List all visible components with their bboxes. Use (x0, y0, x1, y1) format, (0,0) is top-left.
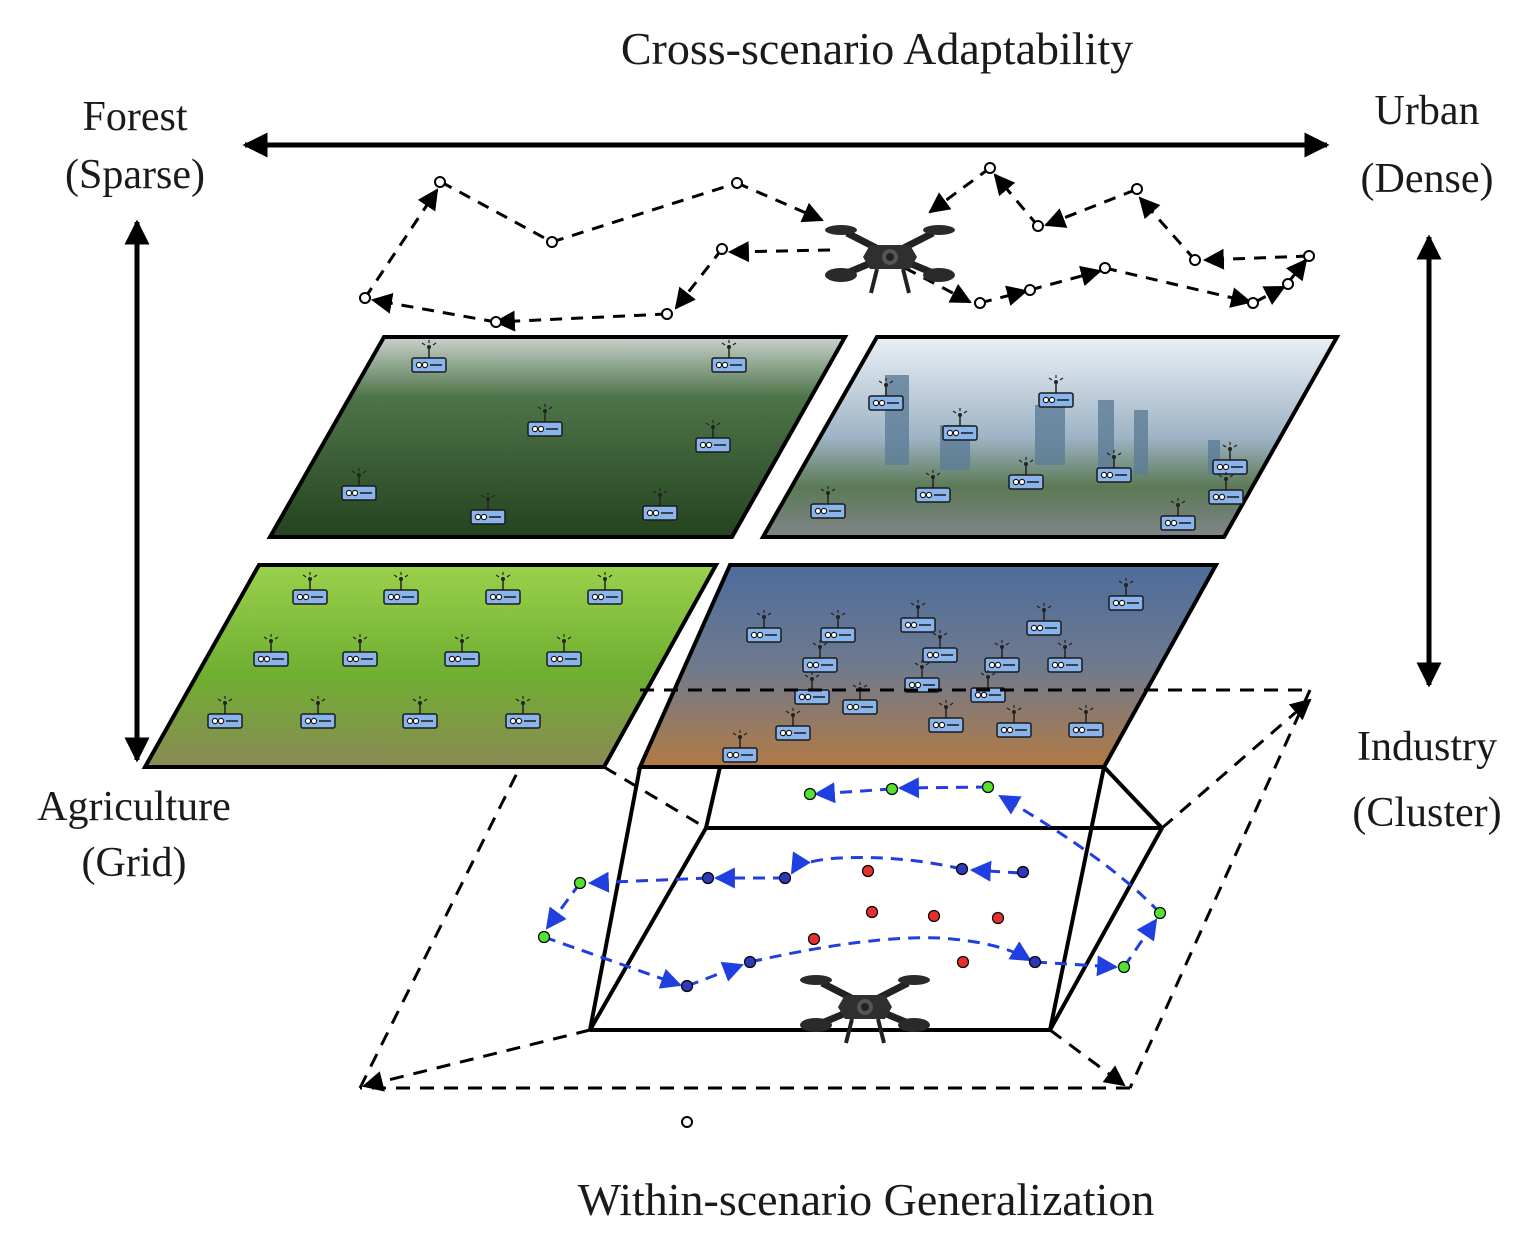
scenario-volume-box (588, 765, 1164, 1032)
bottom-title: Within-scenario Generalization (578, 1174, 1155, 1225)
generalization-plane (358, 688, 1312, 1092)
target-nodes (807, 864, 1005, 969)
drone-icon (825, 225, 955, 293)
urban-label: Urban (1375, 88, 1480, 134)
drone-icon (800, 975, 930, 1043)
agriculture-label: Agriculture (37, 784, 231, 830)
industry-label: Industry (1357, 724, 1497, 770)
visited-nodes (537, 780, 1167, 974)
urban-buildings (885, 375, 1220, 475)
top-title: Cross-scenario Adaptability (621, 23, 1133, 74)
agriculture-pattern-label: (Grid) (82, 840, 187, 886)
pending-nodes (680, 862, 1042, 993)
waypoint-node-bottom (681, 1116, 693, 1128)
industry-pattern-label: (Cluster) (1352, 790, 1501, 836)
cross-scenario-trajectory (363, 166, 1309, 332)
forest-pattern-label: (Sparse) (65, 152, 205, 198)
forest-label: Forest (83, 94, 188, 140)
within-scenario-trajectory (543, 777, 1162, 989)
agriculture-scene-panel (141, 563, 720, 769)
urban-pattern-label: (Dense) (1361, 156, 1494, 202)
waypoint-nodes-top (359, 162, 1315, 328)
forest-scene-panel (266, 335, 849, 539)
